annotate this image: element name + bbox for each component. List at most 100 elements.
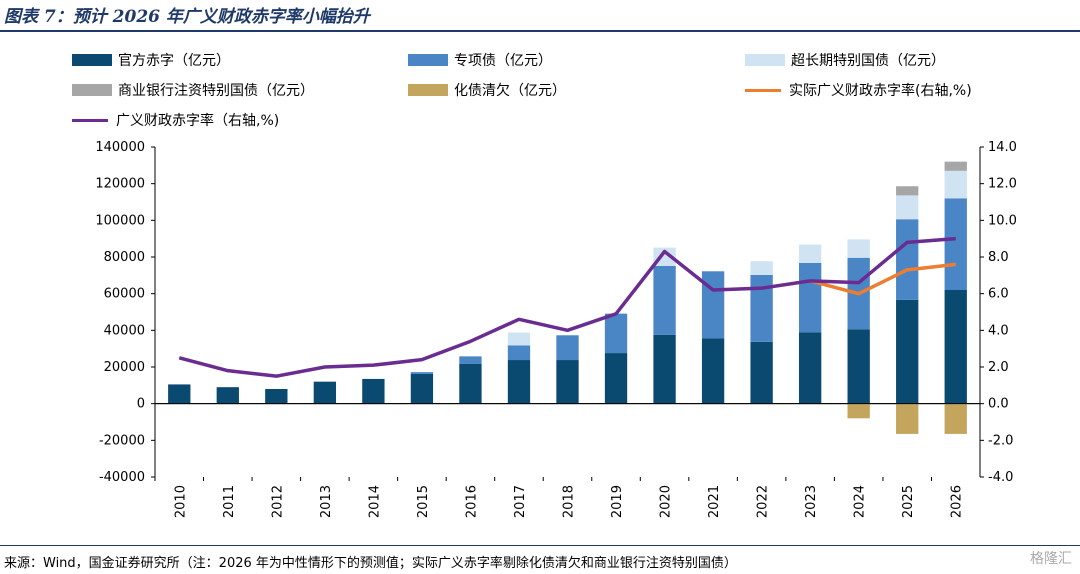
bar-segment (798, 262, 822, 333)
bar-segment (944, 290, 967, 404)
bar-segment (556, 360, 579, 404)
bar-segment (896, 403, 919, 434)
bar-segment (410, 372, 434, 374)
left-tick-label: 100000 (95, 213, 145, 228)
x-tick-label: 2025 (901, 485, 916, 518)
x-tick-label: 2026 (950, 485, 965, 518)
bar-segment (459, 356, 482, 364)
left-tick-label: 40000 (104, 323, 145, 338)
x-tick-label: 2010 (173, 485, 188, 518)
bar-segment (847, 239, 870, 258)
right-tick-label: 12.0 (988, 177, 1017, 192)
left-tick-label: 60000 (104, 287, 145, 302)
legend-item: 官方赤字（亿元） (72, 50, 230, 70)
left-tick-label: -20000 (99, 433, 145, 448)
bar-segment (896, 195, 919, 220)
legend-item: 实际广义财政赤字率(右轴,%) (745, 80, 972, 100)
bar-segment (265, 389, 288, 404)
x-tick-label: 2013 (319, 485, 334, 518)
title-divider (0, 30, 1080, 32)
bar-segment (362, 378, 385, 404)
legend-item: 化债清欠（亿元） (408, 80, 566, 100)
bar-segment (944, 170, 967, 199)
bar-segment (459, 363, 482, 404)
bar-segment (798, 332, 822, 404)
footer-divider (0, 545, 1080, 546)
bar-segment (653, 265, 676, 335)
bar-segment (944, 403, 967, 434)
right-tick-label: 8.0 (988, 250, 1009, 265)
bar-segment (847, 329, 870, 404)
right-tick-label: 4.0 (988, 323, 1009, 338)
bar-segment (604, 353, 628, 404)
bar-segment (313, 381, 337, 404)
bar-segment (701, 338, 725, 404)
x-tick-label: 2011 (222, 485, 237, 518)
right-tick-label: 14.0 (988, 140, 1017, 155)
right-tick-label: -2.0 (988, 433, 1013, 448)
x-tick-label: 2019 (610, 485, 625, 518)
legend-label: 化债清欠（亿元） (454, 83, 566, 99)
legend-color-swatch (72, 54, 112, 66)
watermark: 格隆汇 (1030, 551, 1072, 567)
bar-segment (556, 335, 579, 361)
right-tick-label: -4.0 (988, 470, 1013, 485)
bar-segment (507, 360, 531, 404)
x-tick-label: 2016 (464, 485, 479, 518)
bar-segment (604, 313, 628, 354)
legend-item: 商业银行注资特别国债（亿元） (72, 80, 314, 100)
x-tick-label: 2022 (756, 485, 771, 518)
legend-color-swatch (408, 84, 448, 96)
bar-segment (896, 219, 919, 300)
legend-item: 广义财政赤字率（右轴,%) (72, 110, 279, 130)
bar-segment (653, 334, 676, 404)
bar-segment (896, 186, 919, 196)
legend-line-swatch (745, 88, 781, 92)
chart-title: 图表 7：预计 2026 年广义财政赤字率小幅抬升 (4, 7, 370, 27)
legend-color-swatch (408, 54, 448, 66)
bar-segment (847, 403, 870, 419)
right-tick-label: 10.0 (988, 213, 1017, 228)
right-tick-label: 0.0 (988, 397, 1009, 412)
x-tick-label: 2024 (853, 485, 868, 518)
series-line (809, 262, 956, 296)
legend-color-swatch (745, 54, 785, 66)
x-tick-label: 2015 (416, 485, 431, 518)
bar-segment (507, 332, 531, 346)
bar-segment (944, 161, 967, 171)
legend-color-swatch (72, 84, 112, 96)
left-tick-label: 0 (137, 397, 145, 412)
legend-label: 广义财政赤字率（右轴,%) (116, 113, 280, 129)
bar-segment (798, 244, 822, 263)
x-tick-label: 2018 (562, 485, 577, 518)
x-tick-label: 2023 (804, 485, 819, 518)
x-tick-label: 2021 (707, 485, 722, 518)
x-tick-label: 2014 (367, 485, 382, 518)
legend-label: 超长期特别国债（亿元） (791, 53, 945, 69)
x-tick-label: 2012 (270, 485, 285, 518)
bar-segment (701, 271, 725, 339)
bar-segment (410, 373, 434, 404)
bar-segment (216, 387, 239, 404)
legend-item: 专项债（亿元） (408, 50, 552, 70)
left-tick-label: 20000 (104, 360, 145, 375)
right-tick-label: 2.0 (988, 360, 1009, 375)
source-note: 来源：Wind，国金证券研究所（注：2026 年为中性情形下的预测值；实际广义赤… (4, 556, 737, 571)
bar-segment (944, 198, 967, 290)
legend-item: 超长期特别国债（亿元） (745, 50, 945, 70)
bar-segment (168, 384, 191, 404)
x-tick-label: 2020 (659, 485, 674, 518)
left-tick-label: 120000 (95, 177, 145, 192)
x-tick-label: 2017 (513, 485, 528, 518)
bar-segment (750, 341, 773, 404)
legend-label: 商业银行注资特别国债（亿元） (118, 83, 314, 99)
legend-line-swatch (72, 118, 108, 122)
bar-segment (896, 299, 919, 404)
legend-label: 官方赤字（亿元） (118, 53, 230, 69)
legend-label: 实际广义财政赤字率(右轴,%) (789, 83, 972, 99)
left-tick-label: -40000 (99, 470, 145, 485)
legend-label: 专项债（亿元） (454, 53, 552, 69)
bar-segment (750, 274, 773, 342)
bar-segment (507, 345, 531, 361)
